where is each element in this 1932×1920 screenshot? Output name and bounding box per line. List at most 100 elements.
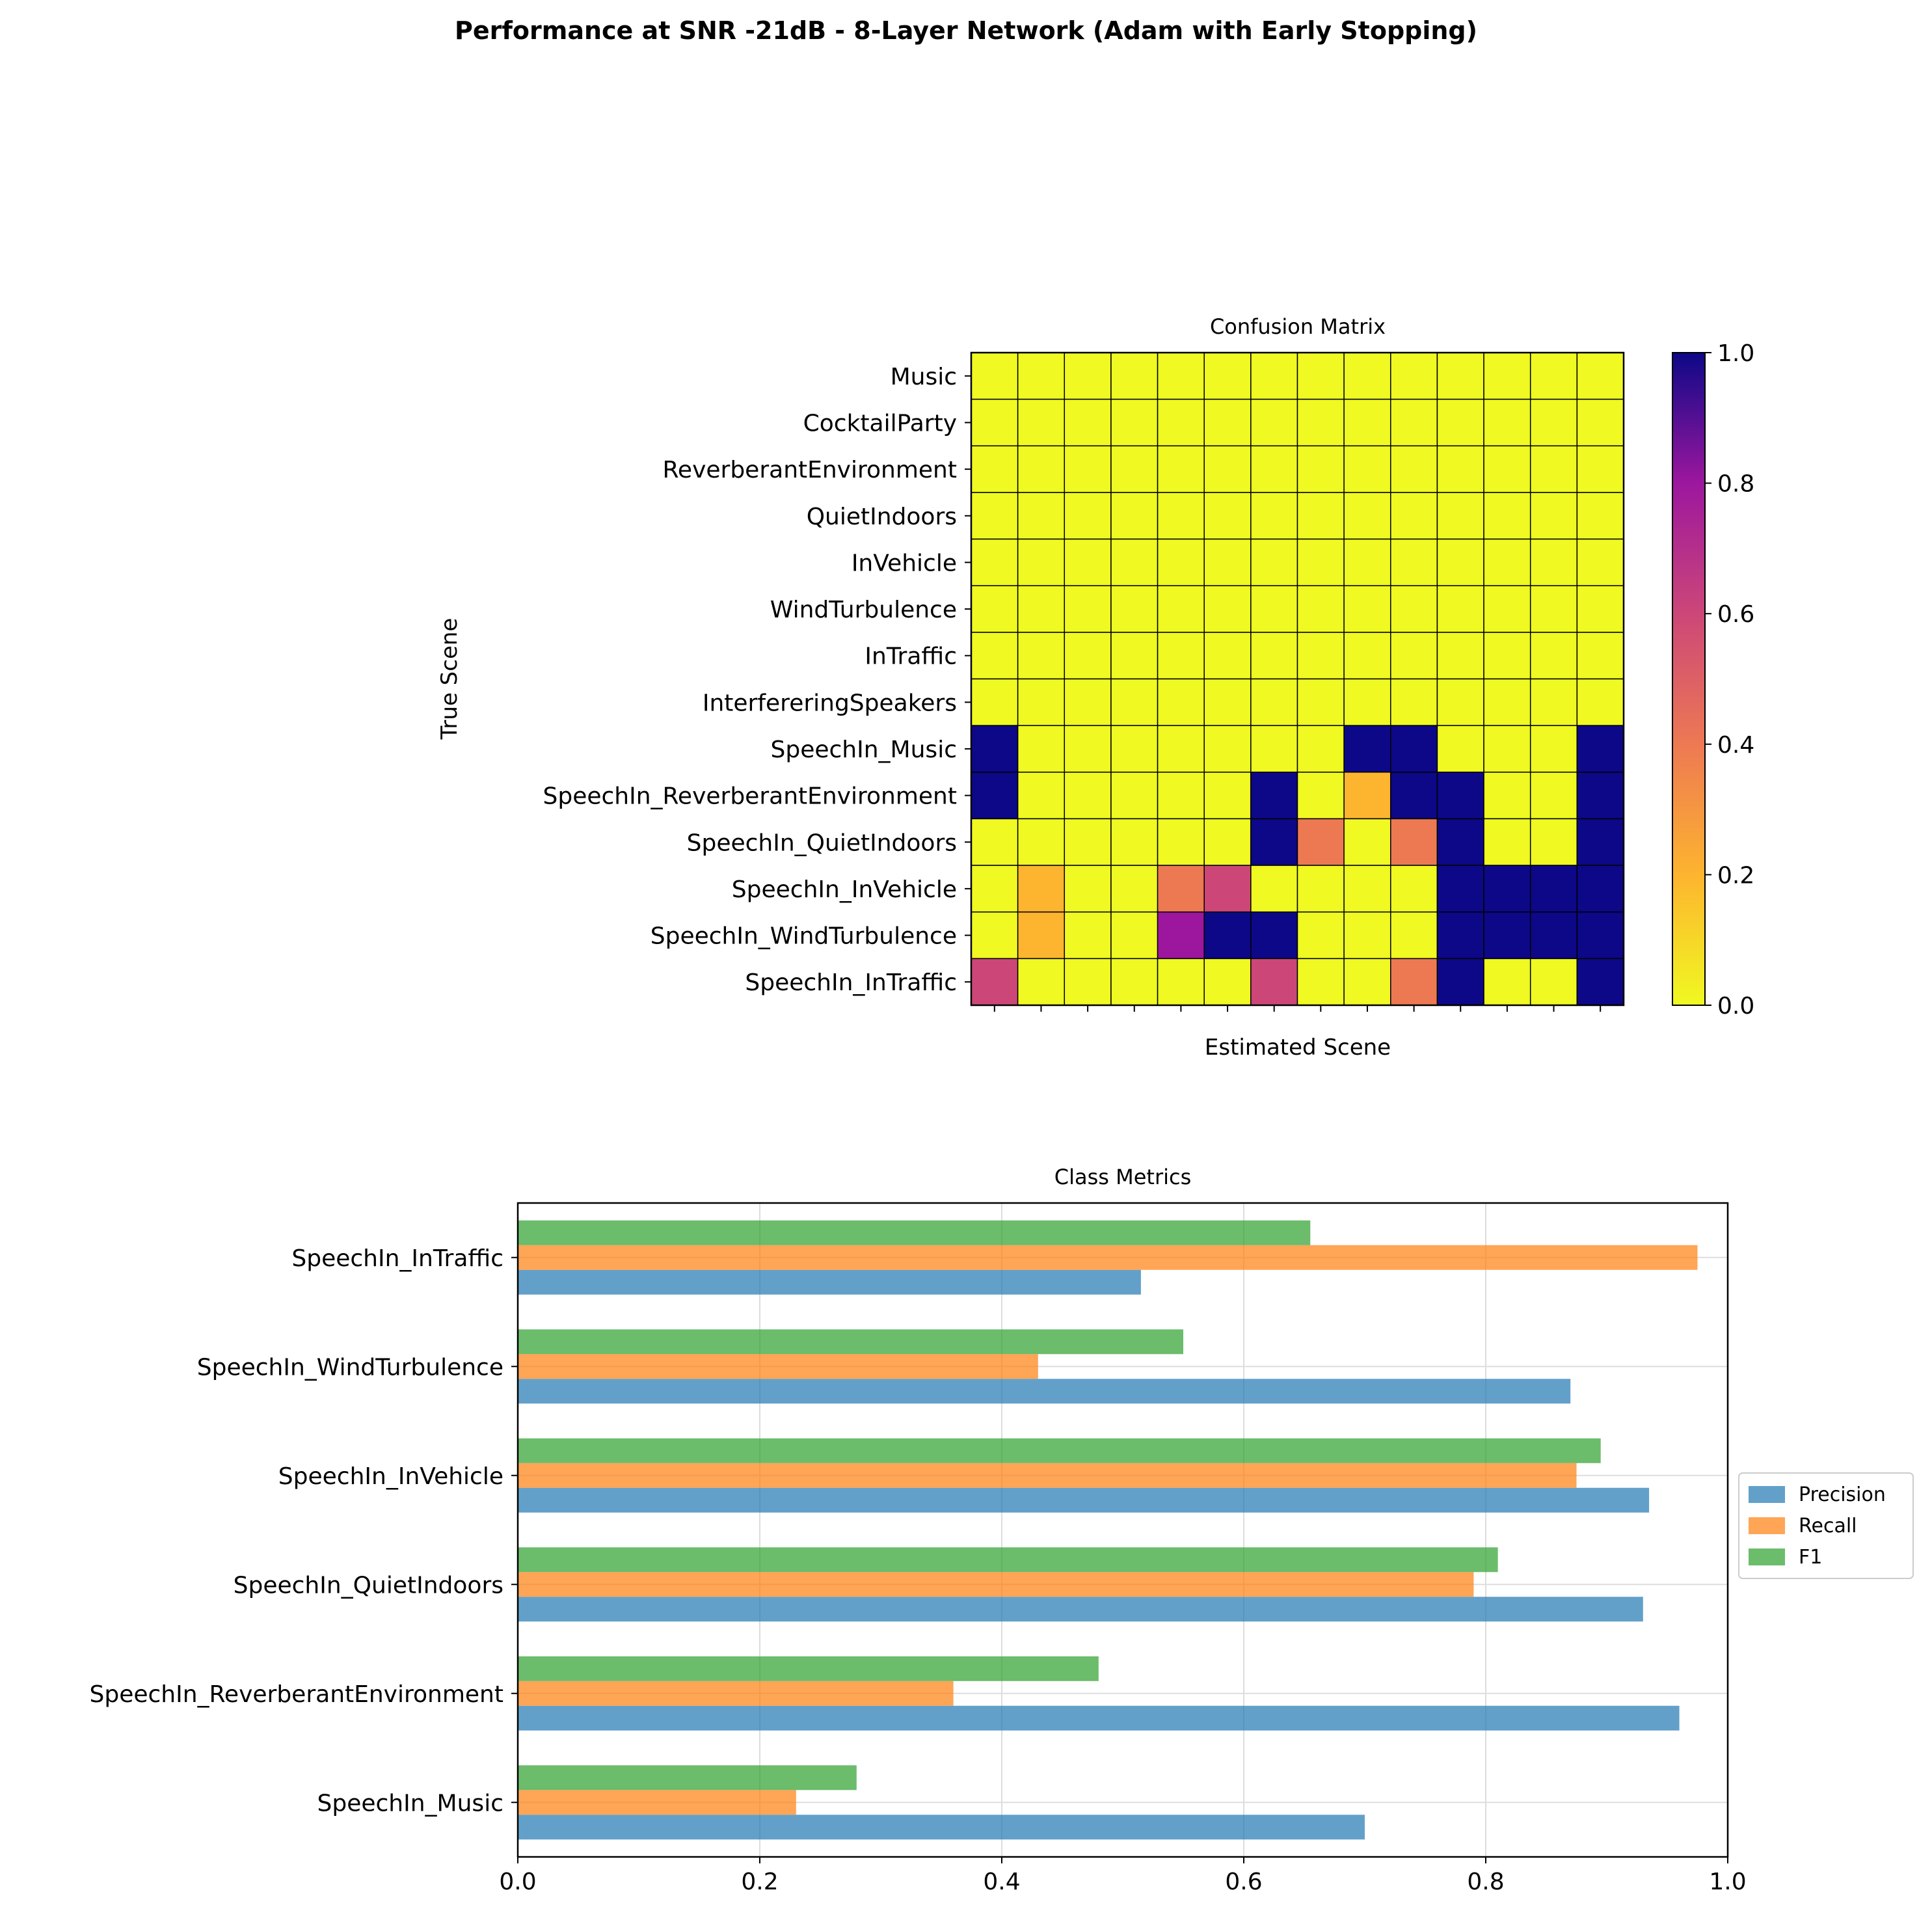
cm-cell <box>1110 585 1159 633</box>
cm-cell <box>1343 818 1391 866</box>
class-metrics-y-ticks: SpeechIn_Music SpeechIn_ReverberantEnviro… <box>89 1245 518 1817</box>
cm-cell <box>1483 585 1531 633</box>
cm-cell <box>1529 398 1578 447</box>
cm-cell <box>1203 538 1252 586</box>
bar-f1 <box>518 1438 1601 1463</box>
legend-items: Precision Recall F1 <box>1749 1483 1886 1569</box>
cm-cell <box>1343 632 1391 680</box>
cm-cell <box>1390 865 1438 913</box>
colorbar-tick-label: 0.0 <box>1717 993 1754 1020</box>
cm-cell <box>1390 818 1438 866</box>
cm-cell <box>1576 492 1624 540</box>
cm-cell <box>1157 352 1205 400</box>
cm-cell <box>1110 352 1159 400</box>
cm-cell <box>1576 725 1624 773</box>
cm-cell <box>1064 772 1112 820</box>
cm-cell <box>971 538 1019 586</box>
cm-cell <box>1203 865 1252 913</box>
cm-cell <box>1483 632 1531 680</box>
cm-cell <box>1296 352 1345 400</box>
bar-precision <box>518 1379 1571 1404</box>
cm-cell <box>1017 492 1066 540</box>
bar-recall <box>518 1790 796 1815</box>
figure-title: Performance at SNR -21dB - 8-Layer Netwo… <box>455 16 1477 45</box>
cm-cell <box>1203 632 1252 680</box>
cm-cell <box>1390 911 1438 960</box>
cm-cell <box>1017 352 1066 400</box>
cm-cell <box>1390 772 1438 820</box>
cm-cell <box>1203 911 1252 960</box>
cm-cell <box>1017 772 1066 820</box>
legend-label-f1: F1 <box>1799 1546 1822 1569</box>
cm-cell <box>971 492 1019 540</box>
cm-cell <box>1343 492 1391 540</box>
cm-cell <box>971 585 1019 633</box>
cm-cell <box>1250 772 1298 820</box>
cm-cell <box>1343 911 1391 960</box>
cm-cell <box>1529 585 1578 633</box>
cm-y-tick-label: InVehicle <box>852 550 957 576</box>
cm-cell <box>1203 585 1252 633</box>
bar-precision <box>518 1597 1643 1622</box>
bar-f1 <box>518 1547 1498 1573</box>
cm-cell <box>1483 958 1531 1006</box>
bar-y-tick-label: SpeechIn_InVehicle <box>278 1463 503 1490</box>
cm-cell <box>1390 678 1438 726</box>
cm-cell <box>1250 818 1298 866</box>
bar-y-tick-label: SpeechIn_WindTurbulence <box>197 1354 503 1381</box>
cm-cell <box>1436 772 1484 820</box>
cm-cell <box>1576 398 1624 447</box>
cm-cell <box>1017 818 1066 866</box>
cm-cell <box>1064 632 1112 680</box>
cm-cell <box>1390 445 1438 493</box>
confusion-matrix-xlabel: Estimated Scene <box>1205 1034 1391 1061</box>
cm-cell <box>1110 398 1159 447</box>
bar-recall <box>518 1354 1038 1379</box>
class-metrics-x-ticks: 0.0 0.2 0.4 0.6 0.8 1.0 <box>499 1857 1747 1895</box>
cm-cell <box>1017 632 1066 680</box>
cm-y-tick-label: CocktailParty <box>803 410 957 437</box>
cm-cell <box>1250 865 1298 913</box>
cm-cell <box>1576 678 1624 726</box>
cm-cell <box>1529 445 1578 493</box>
cm-cell <box>1017 865 1066 913</box>
cm-cell <box>971 725 1019 773</box>
cm-cell <box>1064 445 1112 493</box>
cm-cell <box>1157 911 1205 960</box>
cm-y-tick-label: SpeechIn_InVehicle <box>732 876 957 903</box>
cm-y-tick-label: SpeechIn_WindTurbulence <box>651 923 957 950</box>
class-metrics-panel: Class Metrics SpeechIn_Music SpeechIn_Rev… <box>89 1165 1746 1895</box>
bar-y-tick-label: SpeechIn_InTraffic <box>291 1245 503 1272</box>
bar-y-tick-label: SpeechIn_Music <box>317 1790 503 1817</box>
bar-recall <box>518 1572 1474 1597</box>
cm-y-tick-label: InterfereringSpeakers <box>703 690 957 716</box>
cm-cell <box>1203 398 1252 447</box>
bar-x-tick-label: 0.6 <box>1225 1869 1262 1895</box>
cm-cell <box>1110 725 1159 773</box>
bar-x-tick-label: 0.2 <box>741 1869 778 1895</box>
cm-cell <box>1436 911 1484 960</box>
cm-cell <box>1529 492 1578 540</box>
legend-swatch-f1 <box>1749 1548 1785 1565</box>
cm-cell <box>1529 725 1578 773</box>
bar-precision <box>518 1705 1680 1731</box>
cm-cell <box>1110 911 1159 960</box>
confusion-matrix-frame <box>970 351 1625 1007</box>
cm-cell <box>1203 445 1252 493</box>
cm-cell <box>1296 725 1345 773</box>
cm-cell <box>1343 772 1391 820</box>
cm-cell <box>1110 958 1159 1006</box>
bar-f1 <box>518 1765 857 1791</box>
bar-precision <box>518 1269 1141 1295</box>
cm-cell <box>1064 725 1112 773</box>
cm-y-tick-label: SpeechIn_InTraffic <box>745 969 957 996</box>
cm-cell <box>1296 538 1345 586</box>
cm-cell <box>1483 818 1531 866</box>
confusion-matrix-cells <box>971 352 1624 1006</box>
cm-cell <box>1343 865 1391 913</box>
cm-cell <box>1529 678 1578 726</box>
cm-cell <box>1576 818 1624 866</box>
cm-cell <box>1250 398 1298 447</box>
cm-cell <box>1017 678 1066 726</box>
cm-cell <box>1436 818 1484 866</box>
